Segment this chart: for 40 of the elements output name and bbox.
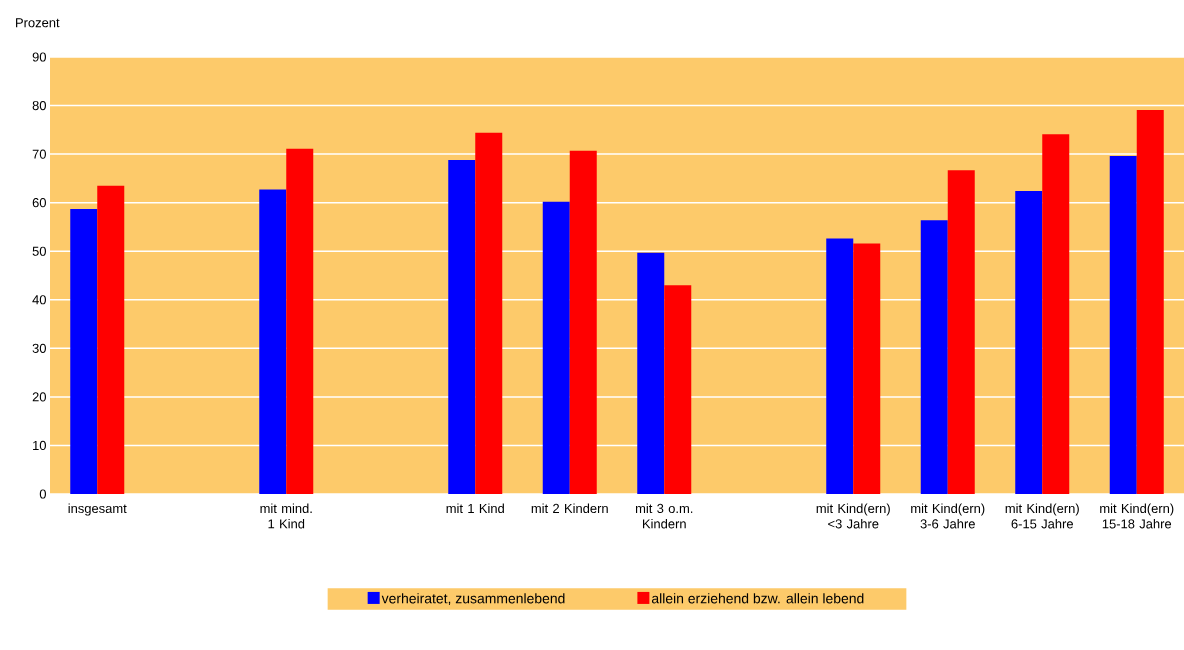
bar	[1136, 109, 1164, 494]
x-tick-label: mit 1 Kind	[446, 503, 504, 514]
bar	[947, 170, 975, 494]
x-tick-label: mit 2 Kindern	[531, 503, 608, 514]
bar	[664, 285, 692, 494]
x-tick-label: mit Kind(ern) 6-15 Jahre	[1005, 503, 1079, 529]
x-tick-label: mit mind. 1 Kind	[260, 503, 312, 529]
bar	[920, 220, 948, 494]
y-tick-label: 30	[32, 343, 46, 353]
x-tick-label: mit Kind(ern) 15-18 Jahre	[1100, 503, 1174, 529]
bar	[286, 148, 314, 494]
y-tick-label: 60	[32, 198, 46, 208]
y-tick-label: 70	[32, 149, 46, 159]
y-tick-label: 0	[39, 489, 46, 499]
bar	[1042, 134, 1070, 494]
bar	[1015, 191, 1043, 494]
bar	[1109, 156, 1137, 494]
x-tick-label: mit Kind(ern) <3 Jahre	[816, 503, 890, 529]
bar	[826, 238, 854, 494]
y-axis-title: Prozent	[16, 18, 60, 28]
bar	[70, 208, 98, 494]
legend-label: allein erziehend bzw. allein lebend	[651, 593, 864, 604]
bar	[637, 252, 665, 494]
y-tick-label: 50	[32, 246, 46, 256]
x-tick-label: mit Kind(ern) 3-6 Jahre	[911, 503, 985, 529]
bar	[448, 159, 476, 494]
bar	[475, 132, 503, 494]
x-tick-label: insgesamt	[68, 503, 127, 516]
y-tick-label: 80	[32, 100, 46, 111]
bar	[853, 243, 881, 494]
y-tick-label: 10	[33, 440, 46, 451]
bar	[542, 201, 570, 494]
bar	[569, 150, 597, 494]
x-tick-label: mit 3 o.m. Kindern	[635, 503, 693, 529]
y-tick-label: 90	[32, 52, 46, 62]
y-tick-label: 40	[32, 295, 46, 305]
y-tick-label: 20	[32, 392, 46, 402]
legend-label: verheiratet, zusammenlebend	[381, 593, 565, 606]
bar	[97, 185, 125, 494]
bar	[259, 189, 287, 494]
